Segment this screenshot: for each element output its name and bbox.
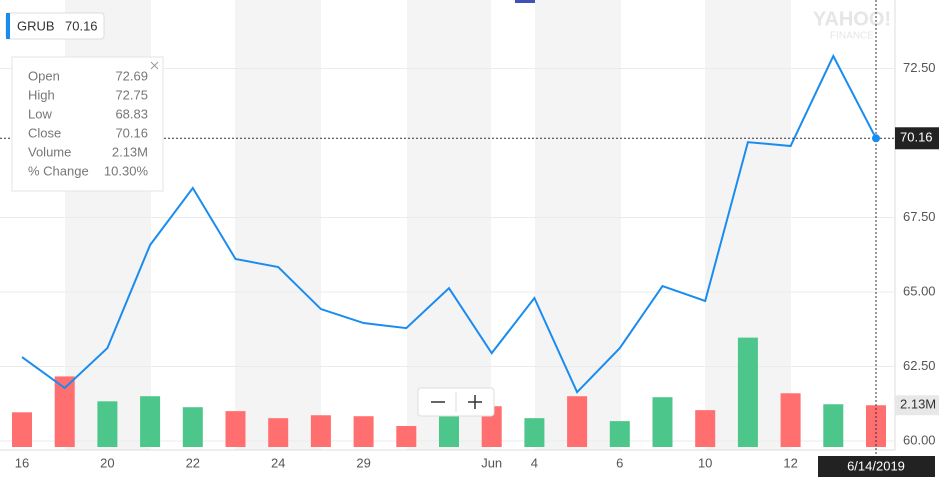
x-tick-label: 10 (698, 455, 712, 470)
badge: GRUB 70.16 (5, 12, 105, 40)
price-line (21, 53, 877, 394)
y-tick-label: 72.50 (903, 60, 936, 75)
y-tick-label: 65.00 (903, 283, 936, 298)
volume-bar (695, 410, 716, 447)
top-marker (515, 0, 535, 3)
badge-price: 70.16 (65, 18, 98, 33)
volume-bar (396, 426, 417, 447)
volume-bar (54, 376, 75, 447)
price-tag-box (895, 127, 939, 150)
tooltip-label: % Change (28, 163, 89, 178)
watermark: YAHOO! (813, 8, 891, 30)
x-tick-label: 24 (271, 455, 285, 470)
badge-marker (6, 13, 10, 39)
volume-bar (780, 393, 801, 447)
tooltip-label: Open (28, 68, 60, 83)
volume-bar (866, 405, 886, 447)
stripe (535, 0, 621, 450)
week-stripes (65, 0, 791, 450)
volume-bar (140, 396, 161, 447)
tooltip-label: Close (28, 125, 61, 140)
volume-bar (823, 404, 844, 447)
volume-bar (439, 414, 459, 447)
badge-ticker: GRUB (17, 18, 55, 33)
tooltip-label: Low (28, 106, 52, 121)
tooltip-label: Volume (28, 144, 71, 159)
x-tick-label: 12 (783, 455, 797, 470)
y-tick-label: 60.00 (903, 432, 936, 447)
x-tick-label: 20 (100, 455, 114, 470)
volume-bar (97, 401, 118, 447)
x-tick-label: 29 (356, 455, 370, 470)
date-box (818, 456, 935, 477)
price-line (21, 53, 877, 394)
zoom-controls (417, 387, 495, 417)
price-tag: 70.16 (900, 130, 933, 145)
last-point (872, 134, 880, 143)
volume-bar (737, 337, 758, 447)
tooltip-value: 72.75 (115, 87, 148, 102)
x-tick-label: 4 (531, 455, 538, 470)
volume-bar (524, 418, 545, 447)
tooltip-value: 68.83 (115, 106, 148, 121)
axis-tags: 70.16 2.13M (895, 127, 939, 416)
watermark: FINANCE (830, 31, 874, 42)
volume-tag-box (895, 395, 939, 416)
tooltip-label: High (28, 87, 55, 102)
volume-bar (609, 421, 630, 447)
volume-bars (12, 337, 886, 447)
y-tick-label: 62.50 (903, 358, 936, 373)
volume-bar (567, 396, 588, 447)
volume-bar (182, 407, 203, 447)
volume-bar (310, 415, 331, 447)
tooltip-value: 70.16 (115, 125, 148, 140)
volume-bar (268, 418, 289, 447)
x-tick-label: 22 (186, 455, 200, 470)
volume-bar (353, 416, 374, 447)
volume-tag: 2.13M (900, 397, 936, 412)
stripe (407, 0, 491, 450)
volume-bar (12, 412, 32, 447)
tooltip: Open 72.69 High 72.75 Low 68.83 Close 70.16 Volu… (11, 56, 164, 192)
x-tick-label: 16 (15, 455, 29, 470)
x-tick-label: Jun (481, 455, 502, 470)
tooltip-value: 2.13M (112, 144, 148, 159)
zoom-in[interactable] (468, 395, 482, 409)
stripe (235, 0, 321, 450)
tooltip-close[interactable] (150, 61, 159, 70)
volume-bar (225, 411, 246, 447)
tooltip-box (11, 56, 164, 192)
crosshair-date: 6/14/2019 (847, 458, 905, 473)
y-tick-label: 67.50 (903, 209, 936, 224)
tooltip-value: 10.30% (104, 163, 149, 178)
volume-bar (652, 397, 673, 447)
x-tick-label: 6 (616, 455, 623, 470)
tooltip-value: 72.69 (115, 68, 148, 83)
